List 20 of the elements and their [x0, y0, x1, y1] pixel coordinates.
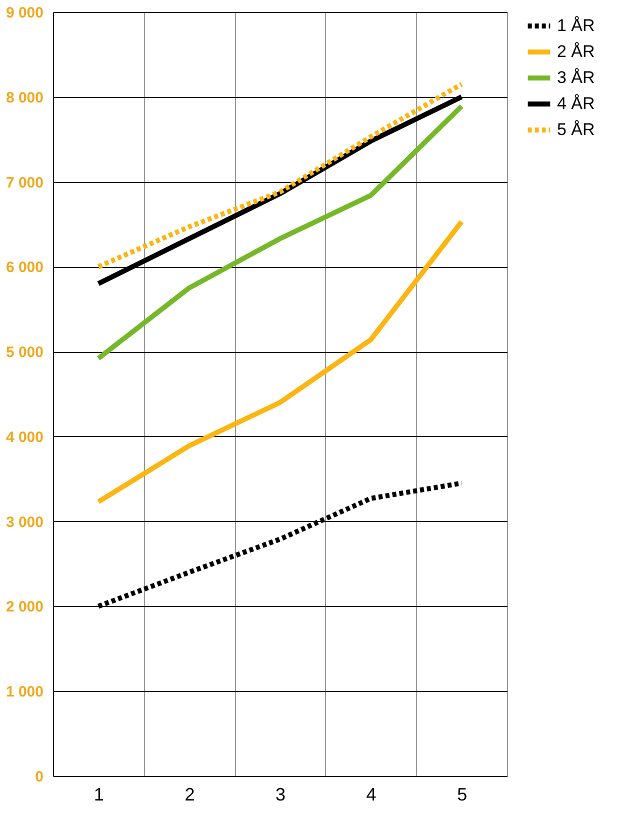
y-tick-label: 9 000: [6, 4, 44, 22]
y-tick-label: 1 000: [6, 684, 44, 701]
y-tick-label: 3 000: [6, 514, 44, 531]
legend-label: 1 ÅR: [557, 16, 595, 35]
y-tick-label: 7 000: [6, 174, 44, 192]
legend-label: 5 ÅR: [557, 120, 595, 139]
x-tick-label: 3: [275, 784, 286, 804]
y-tick-label: 6 000: [6, 259, 44, 276]
legend-label: 4 ÅR: [557, 94, 595, 113]
y-tick-label: 2 000: [6, 598, 44, 616]
x-tick-label: 1: [94, 784, 104, 804]
x-tick-label: 5: [457, 784, 468, 804]
y-tick-label: 5 000: [6, 344, 44, 362]
x-tick-label: 2: [184, 784, 195, 804]
legend-label: 3 ÅR: [557, 68, 595, 87]
y-tick-label: 0: [35, 768, 44, 786]
y-tick-label: 8 000: [6, 89, 44, 106]
legend-label: 2 ÅR: [557, 42, 595, 61]
x-tick-label: 4: [366, 784, 376, 804]
y-tick-label: 4 000: [6, 428, 44, 446]
